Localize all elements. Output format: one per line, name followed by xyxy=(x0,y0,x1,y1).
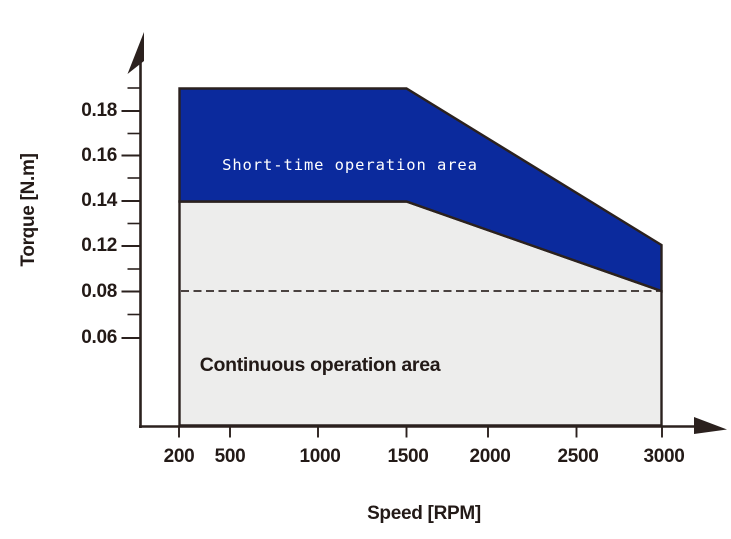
x-axis-title: Speed [RPM] xyxy=(367,503,481,524)
x-tick-label: 3000 xyxy=(643,446,685,467)
y-tick-label: 0.14 xyxy=(81,190,117,211)
y-tick-label: 0.12 xyxy=(81,235,117,256)
x-tick-label: 2000 xyxy=(469,446,511,467)
y-axis-arrow-icon xyxy=(127,32,144,74)
x-axis-ticks xyxy=(178,427,663,438)
x-axis-arrow-icon xyxy=(694,417,727,434)
y-axis-minor-ticks xyxy=(127,87,140,316)
x-tick-label: 1000 xyxy=(299,446,341,467)
y-tick-label: 0.16 xyxy=(81,144,117,166)
x-tick-label: 1500 xyxy=(387,446,429,467)
y-tick-label: 0.08 xyxy=(81,280,117,302)
x-tick-label: 200 xyxy=(163,446,195,467)
y-axis-title: Torque [N.m] xyxy=(18,153,39,267)
short-time-region-label: Short-time operation area xyxy=(222,156,478,174)
y-tick-label: 0.06 xyxy=(81,327,117,348)
x-tick-label: 2500 xyxy=(557,446,599,467)
continuous-region-label: Continuous operation area xyxy=(199,354,441,376)
short-time-operation-region xyxy=(178,87,663,293)
y-axis-major-ticks xyxy=(121,110,140,339)
y-tick-label: 0.18 xyxy=(81,100,117,121)
x-tick-label: 500 xyxy=(214,446,246,467)
